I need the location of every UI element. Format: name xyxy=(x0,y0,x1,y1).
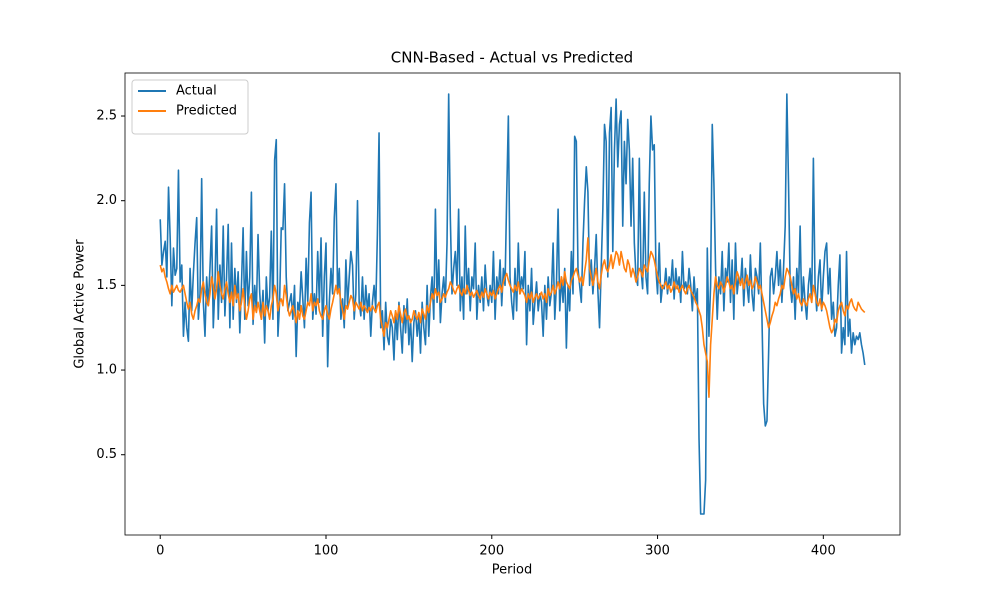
x-axis-label: Period xyxy=(492,563,533,578)
y-tick-label: 1.0 xyxy=(96,363,117,378)
chart-title: CNN-Based - Actual vs Predicted xyxy=(391,49,633,67)
legend: Actual Predicted xyxy=(131,79,249,135)
x-tick-label: 300 xyxy=(645,544,670,559)
x-tick-label: 0 xyxy=(156,544,164,559)
legend-label: Predicted xyxy=(176,104,237,119)
y-tick-label: 2.5 xyxy=(96,109,117,124)
plot-frame xyxy=(124,72,901,536)
y-tick-label: 1.5 xyxy=(96,278,117,293)
x-tick-label: 200 xyxy=(479,544,504,559)
y-tick-label: 0.5 xyxy=(96,447,117,462)
y-tick-label: 2.0 xyxy=(96,193,117,208)
x-tick-label: 100 xyxy=(314,544,339,559)
series-line xyxy=(159,237,866,398)
y-axis-label: Global Active Power xyxy=(73,239,88,369)
x-tick-label: 400 xyxy=(811,544,836,559)
legend-label: Actual xyxy=(176,84,217,99)
legend-box xyxy=(131,79,249,135)
